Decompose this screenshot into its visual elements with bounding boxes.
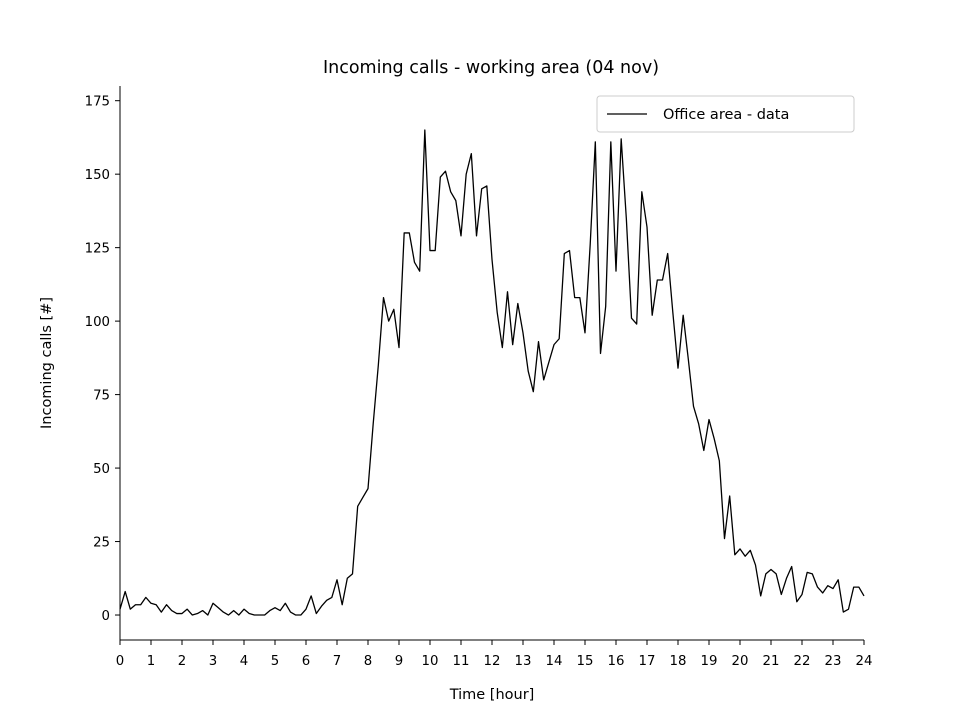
x-tick-label: 2 xyxy=(178,654,186,669)
x-tick-label: 15 xyxy=(577,654,594,669)
y-tick-label: 50 xyxy=(93,462,110,477)
y-tick-label: 75 xyxy=(93,389,110,404)
x-tick-label: 12 xyxy=(484,654,501,669)
x-tick-label: 23 xyxy=(825,654,842,669)
x-tick-label: 3 xyxy=(209,654,217,669)
y-axis-title: Incoming calls [#] xyxy=(39,297,55,429)
chart-title: Incoming calls - working area (04 nov) xyxy=(323,58,659,78)
x-tick-label: 1 xyxy=(147,654,155,669)
x-tick-label: 6 xyxy=(302,654,310,669)
x-tick-label: 4 xyxy=(240,654,248,669)
x-tick-label: 14 xyxy=(546,654,563,669)
legend: Office area - data xyxy=(596,95,855,133)
y-tick-label: 100 xyxy=(85,315,110,330)
x-tick-label: 19 xyxy=(701,654,718,669)
x-tick-label: 16 xyxy=(608,654,625,669)
x-tick-label: 9 xyxy=(395,654,403,669)
x-tick-label: 10 xyxy=(422,654,439,669)
y-tick-label: 175 xyxy=(85,95,110,110)
x-tick-label: 22 xyxy=(794,654,811,669)
y-tick-label: 0 xyxy=(102,609,110,624)
y-tick-label: 150 xyxy=(85,168,110,183)
legend-label: Office area - data xyxy=(663,107,789,123)
x-tick-label: 8 xyxy=(364,654,372,669)
x-tick-label: 24 xyxy=(856,654,873,669)
legend-box xyxy=(596,95,855,133)
x-tick-label: 5 xyxy=(271,654,279,669)
x-tick-label: 7 xyxy=(333,654,341,669)
x-tick-label: 21 xyxy=(763,654,780,669)
series-line-office-area xyxy=(119,129,865,616)
x-axis-title: Time [hour] xyxy=(449,687,535,703)
y-tick-label: 125 xyxy=(85,242,110,257)
x-tick-label: 20 xyxy=(732,654,749,669)
x-tick-label: 17 xyxy=(639,654,656,669)
x-tick-label: 0 xyxy=(116,654,124,669)
x-tick-label: 11 xyxy=(453,654,470,669)
x-tick-label: 18 xyxy=(670,654,687,669)
y-tick-label: 25 xyxy=(93,536,110,551)
x-tick-label: 13 xyxy=(515,654,532,669)
